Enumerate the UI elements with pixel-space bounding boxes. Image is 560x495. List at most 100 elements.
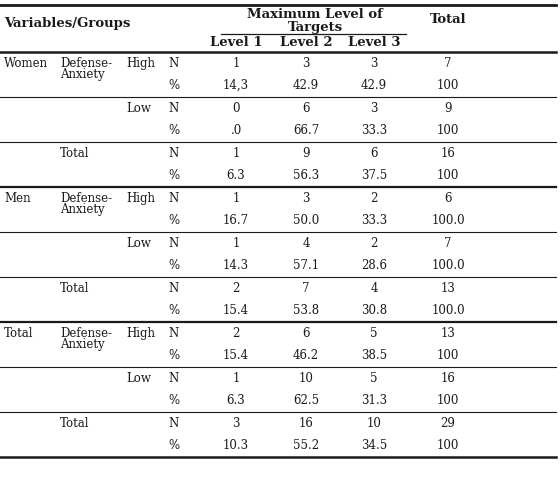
Text: 16.7: 16.7 [223,214,249,227]
Text: 37.5: 37.5 [361,169,387,182]
Text: Defense-: Defense- [60,327,112,340]
Text: Total: Total [4,327,34,340]
Text: %: % [168,304,179,317]
Text: 1: 1 [232,147,240,160]
Text: 3: 3 [232,417,240,430]
Text: Anxiety: Anxiety [60,338,105,351]
Text: 3: 3 [370,102,378,115]
Text: 15.4: 15.4 [223,349,249,362]
Text: N: N [168,327,178,340]
Text: 100: 100 [437,439,459,452]
Text: Total: Total [430,13,466,26]
Text: Total: Total [60,147,90,160]
Text: Targets: Targets [287,21,343,34]
Text: 4: 4 [370,282,378,295]
Text: %: % [168,214,179,227]
Text: 14.3: 14.3 [223,259,249,272]
Text: 16: 16 [298,417,314,430]
Text: N: N [168,57,178,70]
Text: N: N [168,417,178,430]
Text: 42.9: 42.9 [293,79,319,92]
Text: %: % [168,169,179,182]
Text: Variables/Groups: Variables/Groups [4,17,130,30]
Text: Level 2: Level 2 [279,36,332,49]
Text: 100: 100 [437,169,459,182]
Text: 100: 100 [437,394,459,407]
Text: High: High [126,57,155,70]
Text: 42.9: 42.9 [361,79,387,92]
Text: 30.8: 30.8 [361,304,387,317]
Text: 6: 6 [444,192,452,205]
Text: 9: 9 [444,102,452,115]
Text: Anxiety: Anxiety [60,203,105,216]
Text: 0: 0 [232,102,240,115]
Text: 2: 2 [232,327,240,340]
Text: N: N [168,372,178,385]
Text: 16: 16 [441,372,455,385]
Text: 15.4: 15.4 [223,304,249,317]
Text: 53.8: 53.8 [293,304,319,317]
Text: 100.0: 100.0 [431,214,465,227]
Text: Low: Low [126,372,151,385]
Text: 46.2: 46.2 [293,349,319,362]
Text: 55.2: 55.2 [293,439,319,452]
Text: Women: Women [4,57,48,70]
Text: 6: 6 [302,327,310,340]
Text: 5: 5 [370,327,378,340]
Text: 100.0: 100.0 [431,259,465,272]
Text: 2: 2 [232,282,240,295]
Text: 16: 16 [441,147,455,160]
Text: 50.0: 50.0 [293,214,319,227]
Text: N: N [168,192,178,205]
Text: 66.7: 66.7 [293,124,319,137]
Text: 100.0: 100.0 [431,304,465,317]
Text: High: High [126,327,155,340]
Text: 10.3: 10.3 [223,439,249,452]
Text: 6.3: 6.3 [227,394,245,407]
Text: 28.6: 28.6 [361,259,387,272]
Text: Anxiety: Anxiety [60,68,105,81]
Text: High: High [126,192,155,205]
Text: %: % [168,349,179,362]
Text: 57.1: 57.1 [293,259,319,272]
Text: 56.3: 56.3 [293,169,319,182]
Text: Total: Total [60,417,90,430]
Text: 13: 13 [441,327,455,340]
Text: 6: 6 [302,102,310,115]
Text: 7: 7 [302,282,310,295]
Text: %: % [168,124,179,137]
Text: N: N [168,102,178,115]
Text: Maximum Level of: Maximum Level of [247,8,383,21]
Text: %: % [168,439,179,452]
Text: N: N [168,237,178,250]
Text: 6: 6 [370,147,378,160]
Text: %: % [168,79,179,92]
Text: 9: 9 [302,147,310,160]
Text: 34.5: 34.5 [361,439,387,452]
Text: 13: 13 [441,282,455,295]
Text: 100: 100 [437,79,459,92]
Text: 10: 10 [298,372,314,385]
Text: %: % [168,259,179,272]
Text: 100: 100 [437,124,459,137]
Text: 33.3: 33.3 [361,124,387,137]
Text: Level 1: Level 1 [209,36,262,49]
Text: 6.3: 6.3 [227,169,245,182]
Text: 31.3: 31.3 [361,394,387,407]
Text: 3: 3 [370,57,378,70]
Text: 7: 7 [444,237,452,250]
Text: 3: 3 [302,192,310,205]
Text: %: % [168,394,179,407]
Text: 38.5: 38.5 [361,349,387,362]
Text: 3: 3 [302,57,310,70]
Text: 2: 2 [370,237,377,250]
Text: 10: 10 [367,417,381,430]
Text: .0: .0 [230,124,241,137]
Text: Total: Total [60,282,90,295]
Text: 29: 29 [441,417,455,430]
Text: 62.5: 62.5 [293,394,319,407]
Text: Defense-: Defense- [60,192,112,205]
Text: 14,3: 14,3 [223,79,249,92]
Text: 1: 1 [232,192,240,205]
Text: 100: 100 [437,349,459,362]
